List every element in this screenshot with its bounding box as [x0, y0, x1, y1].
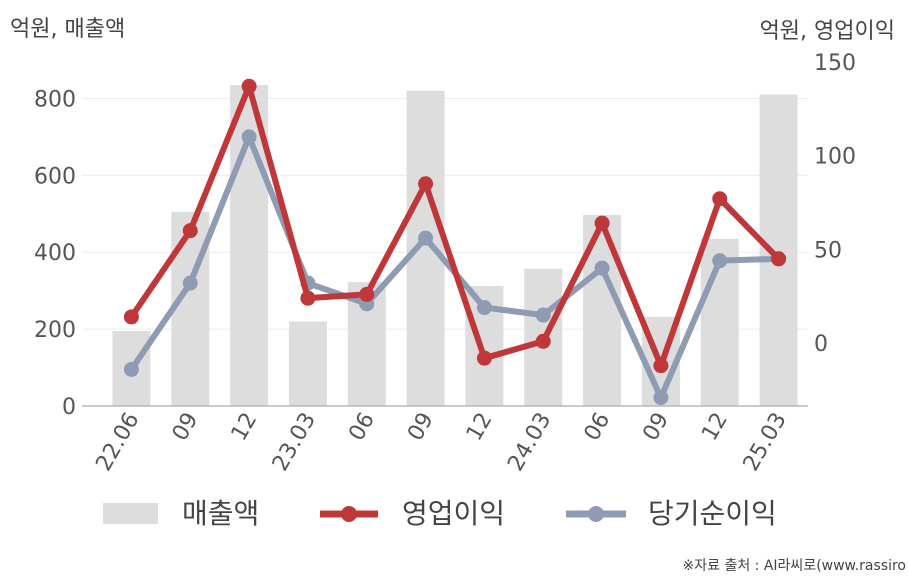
point-operating-profit — [535, 333, 551, 349]
source-note: ※자료 출처 : AI라씨로(www.rassiro — [683, 558, 906, 574]
x-tick-label: 06 — [580, 409, 616, 446]
point-operating-profit — [712, 191, 728, 207]
series-lines — [123, 78, 787, 406]
point-net-income — [241, 129, 257, 145]
y-left-tick-label: 800 — [34, 87, 76, 112]
legend-label-net-income: 당기순이익 — [648, 497, 777, 530]
x-tick-label: 09 — [403, 409, 439, 446]
left-axis-unit: 억원, 매출액 — [10, 17, 125, 42]
y-axis-right-ticks: 0 50 100 150 — [814, 51, 856, 357]
y-left-tick-label: 200 — [34, 318, 76, 343]
point-net-income — [182, 275, 198, 291]
point-operating-profit — [476, 350, 492, 366]
x-tick-label: 12 — [697, 409, 733, 446]
point-operating-profit — [653, 358, 669, 374]
y-right-tick-label: 0 — [814, 332, 828, 357]
legend-marker-operating-profit — [341, 506, 357, 522]
y-right-tick-label: 50 — [814, 238, 842, 263]
point-net-income — [653, 390, 669, 406]
bar-revenue — [288, 321, 327, 406]
legend-label-operating-profit: 영업이익 — [402, 497, 505, 530]
y-left-tick-label: 0 — [62, 395, 76, 420]
line-operating-profit — [128, 83, 781, 369]
x-tick-label: 12 — [462, 408, 498, 445]
point-operating-profit — [182, 223, 198, 239]
point-net-income — [535, 307, 551, 323]
point-net-income — [594, 260, 610, 276]
y-axis-left-ticks: 0 200 400 600 800 — [34, 87, 76, 420]
point-operating-profit — [359, 286, 375, 302]
bar-revenue — [406, 90, 445, 406]
x-tick-label: 23.03 — [268, 409, 321, 476]
y-right-tick-label: 150 — [814, 51, 856, 76]
x-tick-label: 22.06 — [91, 409, 144, 476]
point-operating-profit — [418, 176, 434, 192]
point-net-income — [418, 230, 434, 246]
x-tick-label: 09 — [168, 409, 204, 446]
point-operating-profit — [123, 309, 139, 325]
point-operating-profit — [771, 251, 787, 267]
bar-revenue — [759, 94, 798, 406]
y-left-tick-label: 600 — [34, 164, 76, 189]
legend: 매출액 영업이익 당기순이익 — [103, 497, 777, 530]
legend-label-revenue: 매출액 — [182, 497, 259, 530]
point-operating-profit — [594, 215, 610, 231]
y-left-tick-label: 400 — [34, 241, 76, 266]
revenue-bars — [112, 84, 798, 406]
right-axis-unit: 억원, 영업이익 — [760, 19, 895, 44]
bar-revenue — [171, 211, 210, 406]
x-tick-label: 24.03 — [503, 409, 556, 476]
x-tick-label: 06 — [344, 409, 380, 446]
legend-marker-net-income — [588, 506, 604, 522]
x-axis-ticks: 22.06 09 12 23.03 06 09 12 24.03 06 09 12 25.03 — [91, 408, 791, 475]
point-net-income — [123, 361, 139, 377]
x-tick-label: 25.03 — [739, 409, 792, 476]
x-tick-label: 09 — [638, 409, 674, 446]
point-operating-profit — [300, 290, 316, 306]
x-tick-label: 12 — [227, 409, 263, 446]
point-net-income — [712, 253, 728, 269]
point-net-income — [476, 300, 492, 316]
legend-swatch-revenue — [103, 503, 158, 524]
y-right-tick-label: 100 — [814, 145, 856, 170]
point-operating-profit — [241, 78, 257, 94]
